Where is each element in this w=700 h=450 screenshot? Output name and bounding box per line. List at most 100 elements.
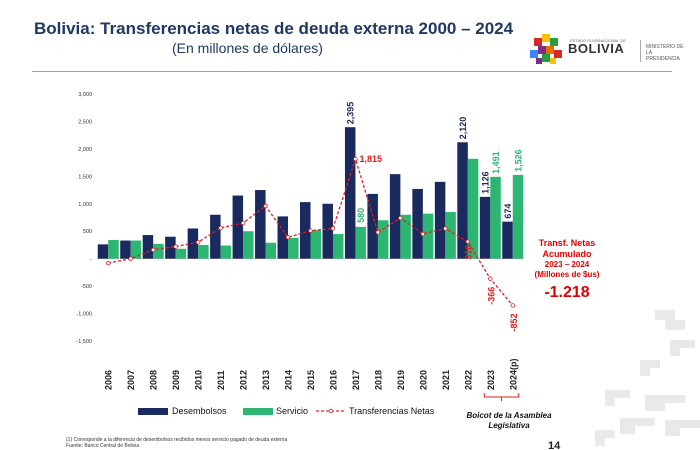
transferencias-data-label: 1,815 xyxy=(359,154,382,164)
desembolsos-bar xyxy=(165,236,176,259)
page-title: Bolivia: Transferencias netas de deuda e… xyxy=(34,19,514,38)
logo-divider xyxy=(640,40,641,62)
transferencias-point xyxy=(263,203,268,209)
transferencias-point xyxy=(375,230,381,235)
x-tick-label: 2019 xyxy=(396,370,406,390)
accumulated-line3: 2023 – 2024 xyxy=(544,260,590,269)
x-tick-label: 2024(p) xyxy=(508,358,518,390)
footnote-source: Fuente: Banco Central de Bolivia xyxy=(66,443,140,449)
bolivia-emblem-icon xyxy=(530,34,562,64)
x-tick-label: 2013 xyxy=(261,370,271,390)
boicot-label: Boicot de la Asamblea Legislativa xyxy=(466,411,552,430)
transferencias-point xyxy=(218,225,223,231)
logo-main-text: BOLIVIA xyxy=(568,41,625,56)
servicio-bar xyxy=(153,243,164,259)
servicio-bar xyxy=(400,214,411,259)
accumulated-line1: Transf. Netas xyxy=(538,238,596,248)
desembolsos-bar xyxy=(344,127,356,259)
desembolsos-bar xyxy=(277,216,289,259)
transferencias-point xyxy=(150,247,156,253)
servicio-bar xyxy=(243,231,254,259)
x-tick-label: 2011 xyxy=(216,370,226,390)
servicio-data-label: 1,491 xyxy=(491,151,501,174)
y-tick-label: 500 xyxy=(83,229,92,235)
servicio-bar xyxy=(445,212,456,259)
x-tick-label: 2010 xyxy=(194,370,204,390)
desembolsos-bar xyxy=(97,244,109,259)
legend-servicio-swatch xyxy=(243,408,273,415)
transferencias-line xyxy=(106,156,515,308)
legend: Desembolsos Servicio Transferencias Netas xyxy=(138,406,435,416)
transferencias-point xyxy=(420,231,426,237)
x-tick-label: 2017 xyxy=(351,370,361,390)
desembolsos-bar xyxy=(142,235,154,259)
transferencias-point xyxy=(285,235,291,240)
y-tick-label: -500 xyxy=(81,284,92,290)
transferencias-point xyxy=(330,226,336,231)
desembolsos-bar xyxy=(367,193,378,259)
transferencias-point xyxy=(510,303,515,308)
x-tick-label: 2014 xyxy=(284,370,294,390)
bars xyxy=(97,127,524,259)
transferencias-point xyxy=(240,220,246,226)
desembolsos-bar xyxy=(300,202,311,259)
servicio-bar xyxy=(332,233,344,259)
accumulated-annotation: Transf. Netas Acumulado 2023 – 2024 (Mil… xyxy=(512,238,622,304)
desembolsos-bar xyxy=(255,190,266,259)
transferencias-point xyxy=(128,256,133,261)
transferencias-data-label: -852 xyxy=(509,313,519,331)
desembolsos-bar xyxy=(502,221,513,259)
boicot-bracket-path xyxy=(483,393,520,401)
servicio-bar xyxy=(310,230,321,259)
desembolsos-bar xyxy=(322,203,333,259)
desembolsos-data-label: 2,395 xyxy=(346,102,356,125)
servicio-bar xyxy=(512,174,524,259)
transferencias-point xyxy=(106,260,111,266)
footnote: (1) Corresponde a la diferencia de desem… xyxy=(66,437,287,449)
x-tick-label: 2015 xyxy=(306,370,316,390)
x-tick-label: 2016 xyxy=(328,370,338,390)
servicio-bar xyxy=(467,158,479,259)
x-tick-label: 2018 xyxy=(373,370,383,390)
y-tick-label: 1,000 xyxy=(78,202,92,208)
y-tick-label: -1,000 xyxy=(76,312,92,318)
servicio-bar xyxy=(220,245,232,259)
page-number: 14 xyxy=(548,440,561,450)
x-tick-label: 2021 xyxy=(441,370,451,390)
desembolsos-bar xyxy=(232,195,244,259)
x-tick-label: 2020 xyxy=(418,370,428,390)
x-tick-label: 2009 xyxy=(171,370,181,390)
legend-transferencias-marker xyxy=(328,408,334,414)
transferencias-data-label: -366 xyxy=(486,287,496,305)
legend-servicio-label: Servicio xyxy=(276,406,308,416)
transferencias-point xyxy=(398,215,403,221)
servicio-bar xyxy=(130,240,142,259)
desembolsos-data-label: 674 xyxy=(503,204,513,219)
x-axis: 2006 2007 2008 2009 2010 2011 2012 2013 2014 2015… xyxy=(104,358,519,390)
boicot-bracket xyxy=(483,393,520,401)
y-tick-label: -1,500 xyxy=(76,339,92,345)
page-subtitle: (En millones de dólares) xyxy=(172,40,323,56)
servicio-bar xyxy=(355,226,366,259)
servicio-bar xyxy=(198,244,209,259)
y-tick-label: 2,000 xyxy=(78,147,92,153)
transferencias-point xyxy=(488,276,493,281)
transferencias-data-label: 310 xyxy=(463,245,473,260)
x-tick-label: 2022 xyxy=(463,370,473,390)
servicio-bar xyxy=(422,213,434,259)
header-rule xyxy=(32,71,672,72)
logo-small-text: ESTADO PLURINACIONAL DE xyxy=(570,38,627,43)
servicio-bar xyxy=(377,220,389,259)
x-tick-label: 2006 xyxy=(104,370,114,390)
servicio-bar xyxy=(288,237,299,259)
andean-pattern-decoration xyxy=(595,310,700,446)
desembolsos-bar xyxy=(457,142,468,259)
transferencias-point xyxy=(195,239,201,245)
legend-transferencias-label: Transferencias Netas xyxy=(349,406,435,416)
x-tick-label: 2007 xyxy=(126,370,136,390)
desembolsos-bar xyxy=(389,174,401,259)
legend-desembolsos-swatch xyxy=(138,408,168,415)
x-tick-label: 2012 xyxy=(239,370,249,390)
